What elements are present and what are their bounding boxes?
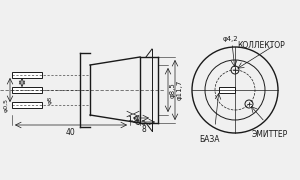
- Text: φ8: φ8: [47, 96, 52, 104]
- Bar: [12, 72, 42, 78]
- Text: 40: 40: [66, 128, 76, 137]
- Text: 1,0: 1,0: [128, 116, 139, 123]
- Text: φ0,5: φ0,5: [4, 98, 8, 112]
- Text: 5,5: 5,5: [136, 120, 146, 127]
- Text: 8: 8: [142, 125, 146, 134]
- Bar: [12, 87, 42, 93]
- Text: БАЗА: БАЗА: [200, 135, 220, 144]
- Text: φ8,5: φ8,5: [170, 82, 176, 98]
- Text: КОЛЛЕКТОР: КОЛЛЕКТОР: [237, 40, 285, 50]
- Bar: [219, 87, 235, 93]
- Text: ЭМИТТЕР: ЭМИТТЕР: [252, 130, 288, 139]
- Text: φ4,2: φ4,2: [222, 36, 238, 42]
- Text: φ11,7: φ11,7: [177, 80, 183, 100]
- Bar: [12, 102, 42, 108]
